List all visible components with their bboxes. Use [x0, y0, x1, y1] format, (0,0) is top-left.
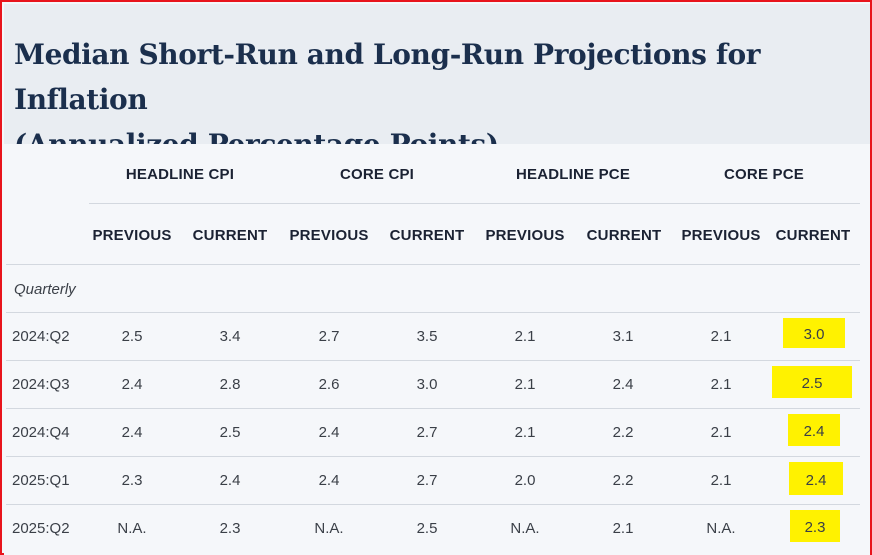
table-cell: 2.4 — [612, 376, 634, 393]
table-cell: 2.1 — [710, 376, 732, 393]
projections-table: HEADLINE CPI CORE CPI HEADLINE PCE CORE … — [4, 144, 870, 555]
subheader-headline-pce-current: CURRENT — [586, 227, 662, 244]
subheader-headline-cpi-previous: PREVIOUS — [92, 227, 172, 244]
highlighted-cell: 2.4 — [789, 462, 843, 495]
highlighted-cell: 2.3 — [790, 510, 840, 542]
table-cell: 2.5 — [416, 520, 438, 537]
title-band: Median Short-Run and Long-Run Projection… — [4, 4, 870, 161]
row-label: 2024:Q3 — [12, 376, 70, 393]
table-cell: 2.7 — [318, 328, 340, 345]
table-cell: 3.5 — [416, 328, 438, 345]
table-cell: 2.4 — [318, 472, 340, 489]
group-header-core-cpi: CORE CPI — [339, 166, 415, 183]
table-cell: 2.1 — [612, 520, 634, 537]
table-cell: 2.4 — [121, 424, 143, 441]
divider-header — [6, 264, 860, 265]
table-cell: 2.1 — [710, 328, 732, 345]
group-header-core-pce: CORE PCE — [724, 166, 804, 183]
row-divider — [6, 504, 860, 505]
table-cell: N.A. — [706, 520, 736, 537]
table-cell: 2.1 — [514, 376, 536, 393]
table-cell: 3.1 — [612, 328, 634, 345]
subheader-core-pce-previous: PREVIOUS — [681, 227, 761, 244]
table-cell: 3.0 — [416, 376, 438, 393]
table-cell: N.A. — [314, 520, 344, 537]
table-cell: 2.4 — [318, 424, 340, 441]
subheader-headline-pce-previous: PREVIOUS — [485, 227, 565, 244]
table-cell: 2.0 — [514, 472, 536, 489]
row-label: 2024:Q4 — [12, 424, 70, 441]
title-line-1: Median Short-Run and Long-Run Projection… — [14, 38, 761, 116]
group-header-headline-pce: HEADLINE PCE — [515, 166, 631, 183]
highlighted-cell: 2.5 — [772, 366, 852, 398]
highlighted-cell: 3.0 — [783, 318, 845, 348]
table-cell: 2.5 — [219, 424, 241, 441]
table-cell: 2.1 — [710, 424, 732, 441]
highlighted-cell: 2.4 — [788, 414, 840, 446]
row-divider — [6, 456, 860, 457]
table-cell: 2.7 — [416, 472, 438, 489]
table-cell: N.A. — [117, 520, 147, 537]
subheader-core-pce-current: CURRENT — [775, 227, 851, 244]
table-cell: 2.4 — [219, 472, 241, 489]
divider-section — [6, 312, 860, 313]
table-cell: 3.4 — [219, 328, 241, 345]
table-cell: 2.1 — [514, 424, 536, 441]
row-divider — [6, 408, 860, 409]
table-cell: 2.3 — [121, 472, 143, 489]
table-cell: 2.2 — [612, 472, 634, 489]
row-label: 2025:Q2 — [12, 520, 70, 537]
subheader-headline-cpi-current: CURRENT — [192, 227, 268, 244]
subheader-core-cpi-current: CURRENT — [389, 227, 465, 244]
table-cell: 2.1 — [514, 328, 536, 345]
table-cell: 2.5 — [121, 328, 143, 345]
table-cell: 2.7 — [416, 424, 438, 441]
table-cell: 2.8 — [219, 376, 241, 393]
table-cell: 2.6 — [318, 376, 340, 393]
table-cell: N.A. — [510, 520, 540, 537]
section-label-quarterly: Quarterly — [14, 281, 76, 298]
row-divider — [6, 360, 860, 361]
group-header-headline-cpi: HEADLINE CPI — [125, 166, 235, 183]
subheader-core-cpi-previous: PREVIOUS — [289, 227, 369, 244]
divider-group — [89, 203, 860, 204]
row-label: 2024:Q2 — [12, 328, 70, 345]
table-cell: 2.3 — [219, 520, 241, 537]
row-label: 2025:Q1 — [12, 472, 70, 489]
table-cell: 2.1 — [710, 472, 732, 489]
table-cell: 2.4 — [121, 376, 143, 393]
table-cell: 2.2 — [612, 424, 634, 441]
